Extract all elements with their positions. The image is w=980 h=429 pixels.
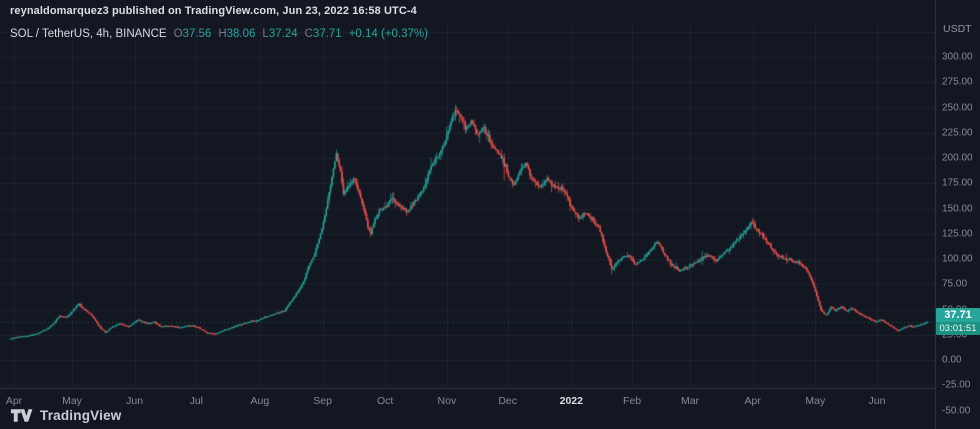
price-axis-label: 175.00 — [942, 177, 973, 189]
ohlc-high: H38.06 — [218, 28, 255, 40]
high-value: 38.06 — [226, 28, 256, 40]
time-axis[interactable]: Apr May Jun Jul Aug Sep Oct Nov Dec 2022 Feb Mar Apr… — [0, 388, 935, 414]
bar-countdown: 03:01:51 — [936, 322, 980, 335]
price-axis-label: 150.00 — [942, 203, 973, 215]
price-axis-label: 200.00 — [942, 152, 973, 164]
publish-info: reynaldomarquez3 published on TradingVie… — [10, 5, 417, 17]
tradingview-logo[interactable]: TradingView — [10, 405, 121, 425]
price-axis-label: 0.00 — [942, 354, 962, 366]
price-axis-unit: USDT — [943, 23, 972, 35]
open-value: 37.56 — [182, 28, 212, 40]
time-axis-label: May — [805, 395, 826, 407]
time-axis-label: Jun — [868, 395, 886, 407]
last-price-badge: 37.71 03:01:51 — [936, 308, 980, 335]
price-axis-label: -50.00 — [942, 405, 971, 416]
time-axis-label: Mar — [680, 395, 700, 407]
high-label: H — [218, 28, 227, 40]
last-price-value: 37.71 — [936, 308, 980, 322]
time-axis-label: Jul — [189, 395, 204, 407]
price-axis[interactable]: USDT 37.71 03:01:51 300.00 275.00 250.00 22… — [935, 0, 980, 429]
ohlc-close: C37.71 — [305, 28, 342, 40]
open-label: O — [173, 28, 183, 40]
ohlc-open: O37.56 — [174, 28, 212, 40]
price-axis-label: 125.00 — [942, 228, 973, 240]
symbol-legend: SOL / TetherUS, 4h, BINANCE O37.56 H38.06 L… — [10, 28, 428, 40]
close-label: C — [304, 28, 313, 40]
price-axis-label: 300.00 — [942, 51, 973, 63]
time-axis-label: Dec — [498, 395, 518, 407]
close-value: 37.71 — [312, 28, 342, 40]
time-axis-label: Aug — [250, 395, 270, 407]
low-value: 37.24 — [268, 28, 298, 40]
time-axis-label: 2022 — [559, 395, 583, 407]
time-axis-label: May — [62, 395, 82, 407]
time-axis-label: Apr — [744, 395, 761, 407]
low-label: L — [262, 28, 269, 40]
price-axis-label: 75.00 — [942, 278, 968, 290]
tradingview-logo-icon — [10, 408, 33, 422]
time-axis-label: Feb — [623, 395, 642, 407]
time-axis-label: Apr — [5, 395, 23, 407]
time-axis-label: Nov — [437, 395, 457, 407]
tradingview-brand-text: TradingView — [40, 407, 122, 423]
change-value: +0.14 (+0.37%) — [348, 28, 428, 40]
price-axis-label: 275.00 — [942, 76, 973, 88]
price-axis-label: 225.00 — [942, 127, 973, 139]
time-axis-label: Jun — [126, 395, 144, 407]
ohlc-low: L37.24 — [262, 28, 297, 40]
price-axis-label: 100.00 — [942, 253, 973, 265]
time-axis-label: Sep — [313, 395, 332, 407]
symbol-title[interactable]: SOL / TetherUS, 4h, BINANCE — [10, 28, 167, 40]
price-axis-label: -25.00 — [942, 379, 971, 391]
price-axis-label: 250.00 — [942, 102, 973, 114]
time-axis-label: Oct — [377, 395, 394, 407]
